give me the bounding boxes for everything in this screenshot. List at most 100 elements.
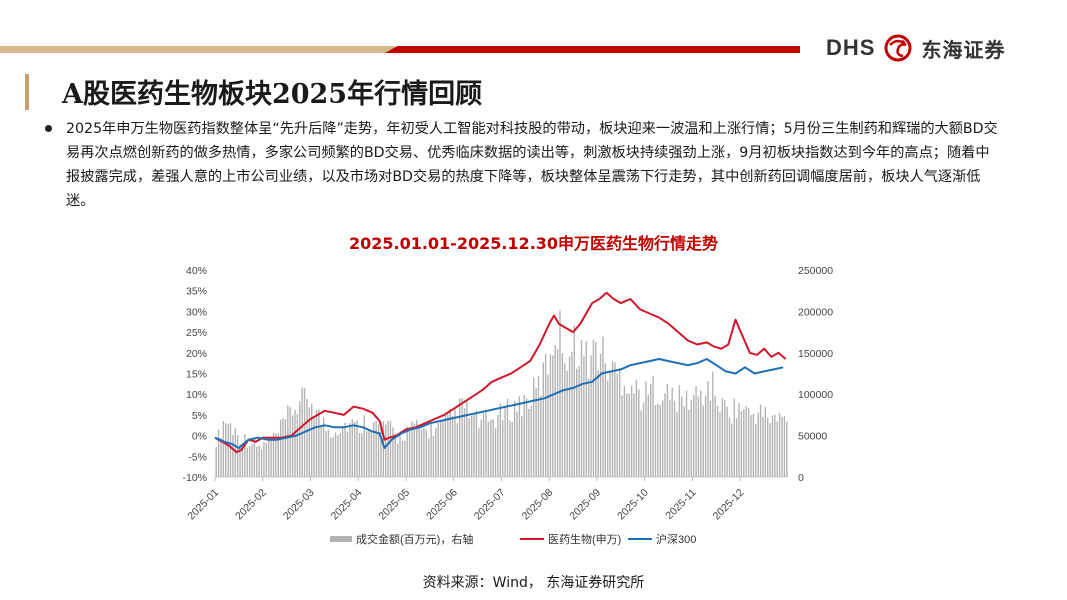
volume-bar: [652, 375, 654, 477]
volume-bar: [676, 411, 678, 477]
volume-bar: [642, 402, 645, 477]
volume-bar: [385, 424, 387, 477]
volume-bar: [621, 395, 623, 477]
volume-bar: [296, 414, 299, 477]
volume-bar: [759, 404, 762, 477]
volume-bar: [666, 383, 669, 477]
volume-bar: [635, 380, 638, 477]
volume-bar: [456, 423, 459, 477]
volume-bar: [556, 349, 559, 477]
volume-bar: [626, 393, 628, 477]
volume-bar: [361, 433, 363, 477]
volume-bar: [327, 429, 330, 477]
volume-bar: [239, 443, 241, 477]
volume-bar: [253, 439, 256, 477]
y-left-tick-label: 35%: [186, 286, 207, 298]
volume-bar: [700, 390, 702, 477]
volume-bar: [764, 406, 767, 477]
volume-bar: [480, 419, 482, 477]
volume-bar: [516, 411, 518, 477]
volume-bar: [299, 401, 301, 477]
volume-bar: [234, 428, 236, 477]
volume-bar: [587, 378, 590, 477]
volume-bar: [478, 428, 480, 477]
volume-bar: [533, 377, 535, 477]
volume-bar: [439, 421, 442, 477]
volume-bar: [322, 417, 325, 477]
volume-bar: [279, 419, 282, 477]
summary-paragraph: 2025年申万生物医药指数整体呈“先升后降”走势，年初受人工智能对科技股的带动，…: [66, 121, 998, 209]
volume-bar: [776, 421, 778, 477]
x-tick-label: 2025-10: [615, 487, 651, 523]
volume-bar: [661, 400, 664, 477]
volume-bar: [420, 429, 423, 477]
volume-bar: [704, 395, 707, 477]
volume-bar: [599, 353, 602, 477]
volume-bar: [549, 354, 552, 477]
volume-bar: [528, 408, 530, 477]
volume-bar: [435, 427, 437, 477]
legend-swatch-volume: [330, 536, 352, 542]
company-logo: DHS 东海证券: [826, 30, 1005, 66]
volume-bar: [320, 424, 322, 477]
volume-bar: [482, 413, 485, 477]
volume-bar: [733, 398, 735, 477]
volume-bar: [396, 443, 399, 477]
volume-bar: [265, 442, 268, 477]
volume-bar: [731, 423, 733, 477]
legend-label-hs300: 沪深300: [656, 532, 696, 546]
volume-bar: [392, 427, 394, 477]
volume-bar: [521, 416, 523, 477]
volume-bar: [690, 399, 693, 477]
market-trend-chart: 40% 35% 30% 25% 20% 15% 10% 5% 0% -5% -10% 250000 20…: [182, 265, 833, 546]
volume-bar: [308, 407, 311, 477]
volume-bar: [427, 438, 430, 477]
page-title: A股医药生物板块2025年行情回顾: [62, 79, 483, 110]
volume-bar: [688, 409, 690, 477]
volume-bar: [485, 411, 487, 477]
volume-bar: [561, 353, 564, 477]
source-note: 资料来源：Wind， 东海证券研究所: [422, 575, 645, 591]
volume-bar: [437, 423, 439, 477]
volume-bar: [738, 403, 740, 477]
volume-bar: [475, 410, 478, 477]
volume-bar: [544, 353, 547, 477]
volume-bar: [786, 421, 788, 477]
volume-bar: [659, 405, 661, 477]
volume-bar: [363, 415, 365, 477]
volume-bar: [268, 439, 270, 477]
volume-bar: [709, 400, 712, 477]
volume-bar: [769, 423, 771, 477]
volume-bar: [609, 370, 611, 477]
volume-bar: [702, 405, 704, 477]
volume-bar: [683, 406, 685, 477]
volume-bar: [294, 409, 296, 477]
volume-bar: [623, 385, 626, 477]
volume-bar: [778, 412, 781, 477]
volume-bar: [408, 431, 411, 477]
volume-bar: [272, 432, 275, 477]
volume-bar: [542, 362, 544, 477]
volume-bar: [743, 409, 745, 477]
volume-bar: [473, 414, 475, 477]
volume-bar: [564, 363, 566, 477]
volume-bar: [423, 428, 425, 477]
volume-bar: [571, 351, 573, 477]
y-right-tick-label: 200000: [798, 306, 833, 318]
volume-bar: [664, 393, 666, 477]
volume-bar: [509, 420, 511, 477]
volume-bar: [451, 416, 454, 477]
volume-bar: [755, 424, 757, 477]
volume-bar: [511, 422, 513, 477]
x-tick-label: 2025-11: [663, 487, 698, 522]
volume-bar: [552, 355, 554, 477]
volume-bar: [714, 396, 716, 477]
volume-bar: [217, 429, 220, 477]
y-left-tick-label: 10%: [186, 389, 207, 401]
volume-bar: [767, 418, 769, 477]
volume-bar: [506, 398, 509, 477]
volume-bar: [394, 434, 396, 477]
volume-bar: [404, 440, 406, 477]
dragon-icon: [884, 34, 912, 62]
volume-bar: [425, 430, 427, 477]
